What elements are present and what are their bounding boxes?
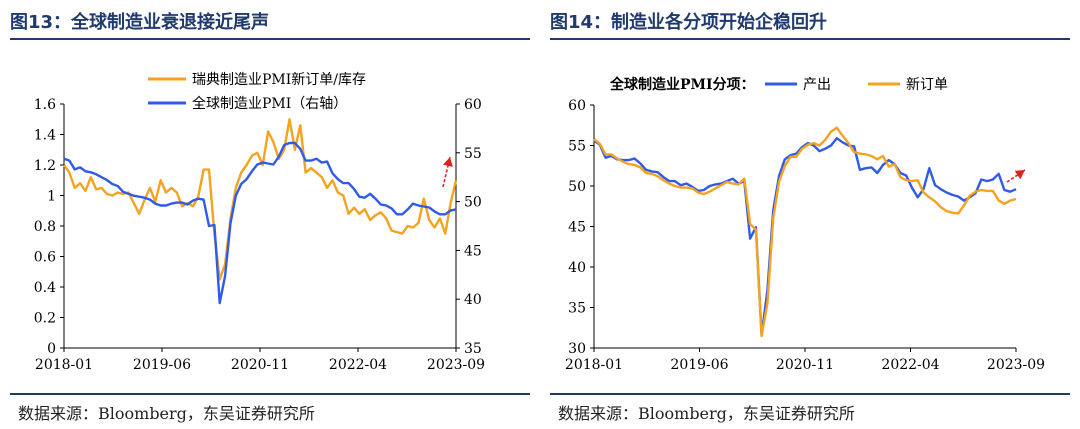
y-tick-label: 50 [568, 179, 586, 195]
y2-tick-label: 35 [464, 341, 482, 357]
x-tick-label: 2022-04 [329, 357, 387, 373]
series-line-1 [63, 118, 458, 281]
y-tick-label: 1.2 [34, 158, 56, 174]
series-line-2 [593, 126, 1017, 338]
y-tick-label: 35 [568, 301, 586, 317]
x-tick-label: 2023-09 [427, 357, 485, 373]
title-divider [550, 38, 1070, 40]
figure-14-title: 图14：制造业各分项开始企稳回升 [550, 12, 828, 33]
y-tick-label: 45 [568, 220, 586, 236]
y-tick-label: 30 [568, 341, 586, 357]
y2-tick-label: 60 [464, 97, 482, 113]
title-divider [10, 38, 530, 40]
figure-13-source: 数据来源：Bloomberg，东吴证券研究所 [18, 404, 315, 423]
x-tick-label: 2020-11 [776, 357, 834, 373]
y2-tick-label: 55 [464, 146, 482, 162]
x-tick-label: 2019-06 [133, 357, 191, 373]
figure-13-panel: 图13：全球制造业衰退接近尾声 0 0.2 0.4 0.6 0.8 1 1.2 1.4 1.6 3… [10, 0, 530, 429]
y-tick-label: 55 [568, 139, 586, 155]
y-tick-label: 0.4 [34, 280, 56, 296]
figure-14-source: 数据来源：Bloomberg，东吴证券研究所 [558, 404, 855, 423]
trend-arrow-line [1006, 169, 1026, 183]
x-tick-label: 2022-04 [881, 357, 939, 373]
y-tick-label: 1.4 [34, 128, 56, 144]
y-tick-label: 0 [47, 341, 56, 357]
figure-13-chart: 0 0.2 0.4 0.6 0.8 1 1.2 1.4 1.6 35 40 45 50 55 60 2018-… [34, 72, 485, 373]
figure-14-panel: 图14：制造业各分项开始企稳回升 30 35 40 45 50 55 60 2018-01 20… [550, 0, 1070, 429]
legend-label: 产出 [803, 77, 831, 93]
source-divider [550, 393, 1070, 395]
y2-tick-label: 45 [464, 243, 482, 259]
y-tick-label: 60 [568, 98, 586, 114]
trend-arrow-head [443, 157, 453, 167]
legend-label: 瑞典制造业PMI新订单/库存 [192, 72, 366, 88]
series-line-2 [63, 141, 457, 305]
y-tick-label: 40 [568, 260, 586, 276]
x-tick-label: 2018-01 [35, 357, 93, 373]
trend-arrow-head [1014, 170, 1025, 180]
figure-14-chart: 30 35 40 45 50 55 60 2018-01 2019-06 2020-11 2022-… [565, 76, 1045, 373]
y-tick-label: 0.6 [34, 250, 56, 266]
y-tick-label: 1.6 [34, 97, 56, 113]
x-tick-label: 2023-09 [987, 357, 1045, 373]
legend-label: 新订单 [906, 77, 948, 93]
x-tick-label: 2019-06 [670, 357, 728, 373]
figure-13-title: 图13：全球制造业衰退接近尾声 [10, 12, 270, 33]
source-divider [10, 393, 530, 395]
x-tick-label: 2018-01 [565, 357, 623, 373]
legend-title: 全球制造业PMI分项： [609, 76, 755, 93]
y2-tick-label: 40 [464, 292, 482, 308]
series-line-1 [593, 136, 1017, 337]
y-tick-label: 1 [47, 189, 56, 205]
y-tick-label: 0.8 [34, 219, 56, 235]
y2-tick-label: 50 [464, 195, 482, 211]
y-tick-label: 0.2 [34, 311, 56, 327]
x-tick-label: 2020-11 [231, 357, 289, 373]
legend-label: 全球制造业PMI（右轴） [192, 95, 347, 112]
